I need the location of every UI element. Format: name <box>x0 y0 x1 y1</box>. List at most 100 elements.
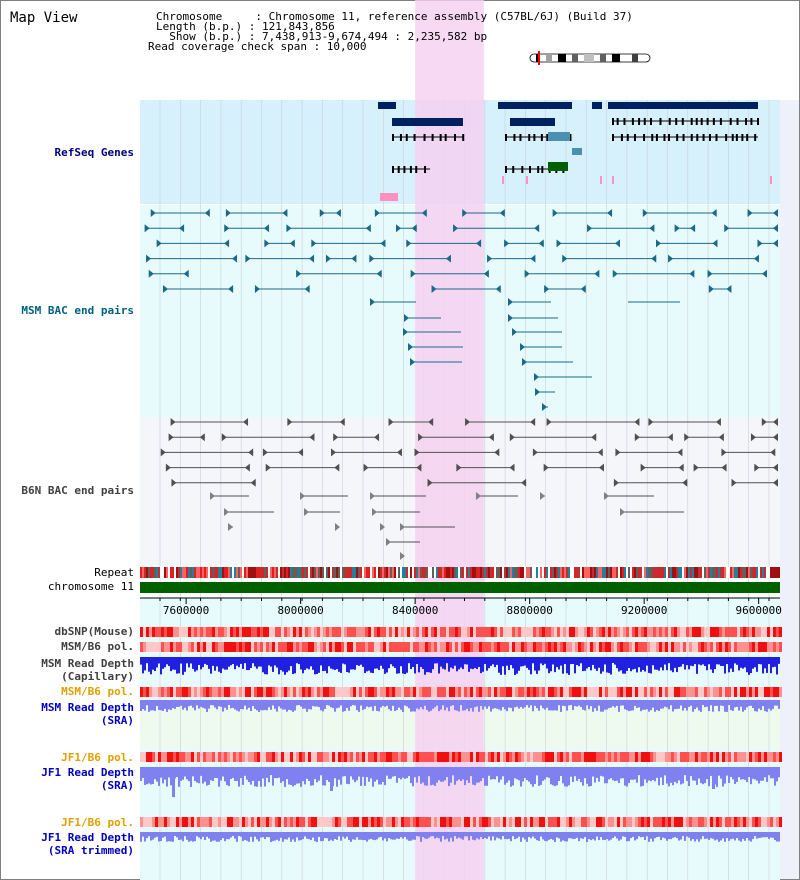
heat-cell <box>767 752 770 762</box>
depth-bar <box>750 700 752 706</box>
depth-bar <box>582 657 584 672</box>
heat-cell <box>641 642 644 652</box>
repeat-mark <box>490 567 492 578</box>
msm-bac-pairs-track[interactable] <box>144 209 778 411</box>
depth-bar <box>724 767 726 784</box>
repeat-mark <box>346 567 348 578</box>
highlight-region[interactable] <box>415 0 484 880</box>
repeat-mark <box>436 567 438 578</box>
repeat-mark <box>454 567 456 578</box>
depth-bar <box>576 767 578 781</box>
depth-bar <box>646 767 648 783</box>
chromosome-bar[interactable] <box>140 582 780 593</box>
bac-end-marker <box>245 254 251 263</box>
heat-cell <box>740 687 743 697</box>
depth-bar <box>748 767 750 778</box>
heat-cell <box>626 752 629 762</box>
b6n-bac-label[interactable]: B6N BAC end pairs <box>21 484 134 497</box>
heat-tracks[interactable] <box>140 627 782 827</box>
repeat-mark <box>276 567 278 578</box>
depth-bar <box>398 657 400 674</box>
depth-bar <box>252 657 254 664</box>
depth-bar <box>636 767 638 783</box>
heat-cell <box>476 642 479 652</box>
heat-cell <box>404 752 407 762</box>
depth-bar <box>554 657 556 673</box>
heat-cell <box>593 687 596 697</box>
depth-bar <box>520 767 522 787</box>
bac-end-marker <box>773 433 778 442</box>
refseq-genes-label[interactable]: RefSeq Genes <box>54 146 134 159</box>
depth-bar <box>156 657 158 668</box>
depth-bar <box>604 832 606 841</box>
repeat-mark <box>558 567 560 578</box>
gene-exon <box>668 134 671 141</box>
depth-bar <box>546 832 548 842</box>
heat-cell <box>245 817 248 827</box>
heat-cell <box>146 642 149 652</box>
depth-bar <box>218 767 220 787</box>
depth-bar <box>142 832 144 837</box>
depth-bar <box>240 832 242 837</box>
gene-exon <box>754 134 757 141</box>
repeat-track[interactable] <box>140 567 780 578</box>
depth-bar <box>530 767 532 785</box>
depth-bar <box>232 767 234 778</box>
heat-cell <box>524 752 527 762</box>
heat-cell <box>620 627 623 637</box>
depth-bar <box>764 832 766 838</box>
depth-bar <box>162 832 164 838</box>
bac-end-marker <box>656 239 662 248</box>
depth-bar <box>722 767 724 787</box>
repeat-mark <box>382 567 384 578</box>
repeat-mark <box>290 567 292 578</box>
depth-bar <box>266 657 268 675</box>
depth-bar <box>726 700 728 712</box>
bac-end-marker <box>544 285 550 293</box>
depth-bar <box>160 700 162 711</box>
refseq-genes-track[interactable] <box>378 102 772 201</box>
heat-cell <box>671 752 674 762</box>
bac-end-marker <box>462 209 468 217</box>
b6n-bac-pairs-track[interactable] <box>160 418 778 560</box>
heat-cell <box>188 817 191 827</box>
depth-bar <box>302 832 304 840</box>
gene-exon <box>415 166 418 173</box>
heat-cell <box>719 687 722 697</box>
depth-bar <box>548 700 550 711</box>
depth-bar <box>370 767 372 779</box>
depth-bar <box>562 700 564 706</box>
depth-bar <box>390 657 392 665</box>
msm-bac-label[interactable]: MSM BAC end pairs <box>21 304 134 317</box>
depth-bar <box>196 700 198 706</box>
heat-cell <box>716 817 719 827</box>
repeat-mark <box>648 567 650 578</box>
repeat-mark <box>622 567 624 578</box>
heat-cell <box>176 817 179 827</box>
repeat-mark <box>778 567 780 578</box>
depth-bar <box>316 657 318 674</box>
depth-bar <box>158 832 160 842</box>
depth-bar <box>768 657 770 665</box>
gene-exon <box>757 118 760 125</box>
heat-cell <box>476 752 479 762</box>
chromosome-ideogram[interactable] <box>529 51 651 65</box>
gene-exon <box>392 134 394 141</box>
heat-cell <box>176 627 179 637</box>
depth-bar <box>544 832 546 841</box>
depth-tracks[interactable] <box>140 657 780 842</box>
depth-bar <box>276 657 278 668</box>
repeat-mark <box>348 567 350 578</box>
depth-bar <box>720 767 722 779</box>
heat-cell <box>758 752 761 762</box>
gene-exon <box>715 134 718 141</box>
right-scroll-strip[interactable] <box>780 100 799 879</box>
depth-bar <box>488 700 490 707</box>
depth-bar <box>698 832 700 842</box>
depth-bar <box>772 700 774 709</box>
depth-bar <box>730 832 732 840</box>
depth-bar <box>740 700 742 707</box>
bac-end-marker <box>707 269 713 278</box>
depth-bar <box>622 832 624 837</box>
